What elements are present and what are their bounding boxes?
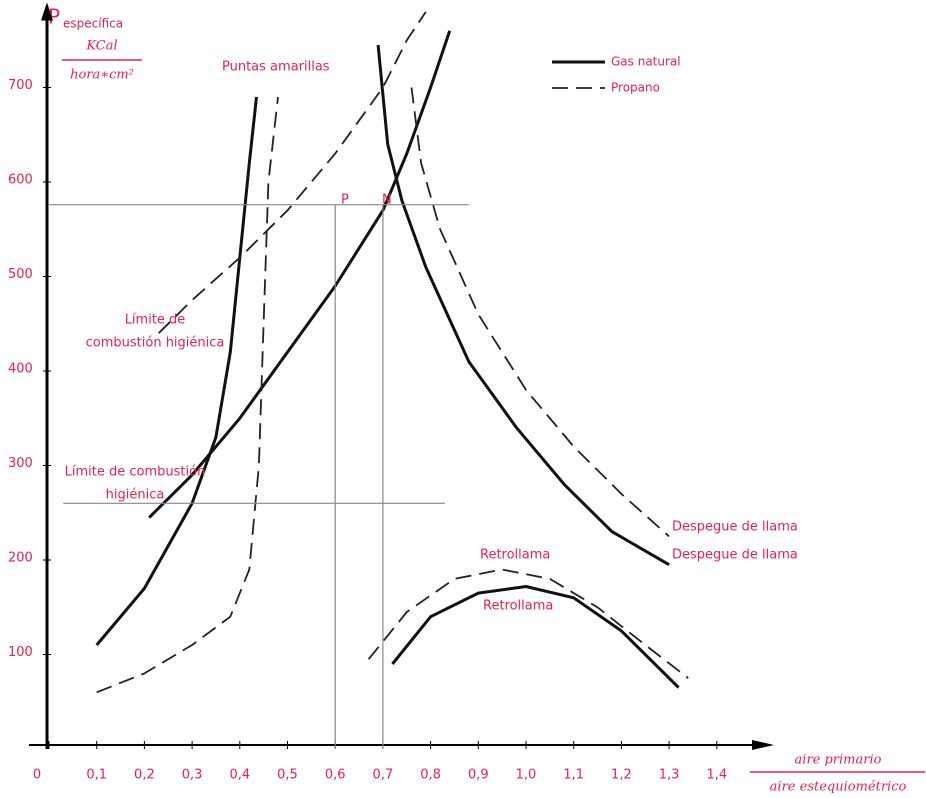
x-tick-label: 0,9 [468, 768, 489, 783]
y-axis-arrow [41, 2, 53, 21]
x-tick-label: 0,1 [86, 768, 107, 783]
y-tick-label: 700 [8, 78, 33, 93]
x-tick-label: 1,0 [516, 768, 537, 783]
x-tick-label: 1,1 [563, 768, 584, 783]
y-tick-label: 300 [8, 456, 33, 471]
annotation: N [382, 193, 392, 208]
curve [148, 30, 452, 519]
x-tick-label: 0,5 [277, 768, 298, 783]
curve [376, 44, 670, 566]
y-tick-label: 600 [8, 173, 33, 188]
annotation: higiénica [106, 488, 165, 503]
x-tick-label: 0,3 [182, 768, 203, 783]
y-tick-label: 200 [8, 551, 33, 566]
curve [96, 96, 279, 694]
curve [367, 568, 689, 679]
x-tick-label: 0 [33, 768, 41, 783]
annotation: Despegue de llama [672, 520, 798, 535]
annotation: Despegue de llama [672, 548, 798, 563]
y-label-subscript: específica [63, 17, 123, 31]
y-label-denominator: hora∗cm² [70, 68, 134, 83]
y-tick-label: 100 [8, 645, 33, 660]
legend-label: Propano [611, 81, 660, 95]
y-tick-label: 400 [8, 362, 33, 377]
curve [158, 11, 427, 334]
x-tick-label: 1,3 [659, 768, 680, 783]
annotation: combustión higiénica [86, 336, 225, 351]
curve [391, 585, 680, 689]
x-label-numerator: aire primario [795, 753, 882, 768]
x-tick-label: 1,2 [611, 768, 632, 783]
annotation: P [341, 193, 349, 208]
x-tick-label: 1,4 [706, 768, 727, 783]
x-tick-label: 0,6 [325, 768, 346, 783]
x-tick-label: 0,7 [373, 768, 394, 783]
x-tick-label: 0,2 [134, 768, 155, 783]
legend-label: Gas natural [611, 55, 681, 69]
y-tick-label: 500 [8, 267, 33, 282]
annotation: Límite de [125, 313, 186, 328]
annotation: Retrollama [480, 548, 550, 563]
y-label-numerator: KCal [85, 39, 117, 54]
annotation: Límite de combustión [65, 465, 206, 480]
annotation: Retrollama [483, 599, 553, 614]
y-label-symbol: P [48, 5, 60, 29]
x-label-denominator: aire estequiométrico [770, 780, 907, 795]
curve [95, 96, 258, 646]
x-axis-arrow [752, 740, 775, 750]
curve [410, 87, 670, 538]
x-tick-label: 0,8 [420, 768, 441, 783]
annotation: Puntas amarillas [222, 60, 330, 75]
x-tick-label: 0,4 [229, 768, 250, 783]
